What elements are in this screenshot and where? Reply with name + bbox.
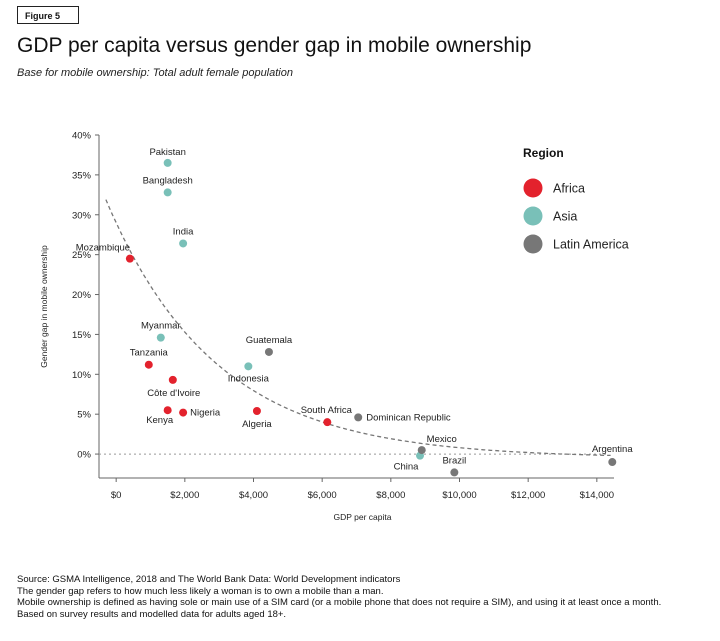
data-label: Dominican Republic — [366, 412, 451, 423]
data-point-latin-america — [450, 468, 459, 477]
y-tick-label: 0% — [77, 450, 91, 461]
data-label: Mozambique — [76, 243, 130, 254]
legend-swatch — [523, 206, 543, 226]
data-label: Brazil — [442, 455, 466, 466]
data-label: Pakistan — [149, 147, 185, 158]
legend-label: Latin America — [553, 238, 629, 252]
footnote-gap-definition: The gender gap refers to how much less l… — [17, 585, 384, 597]
figure-label: Figure 5 — [17, 6, 79, 24]
legend-swatch — [523, 234, 543, 254]
data-point-africa — [144, 360, 153, 369]
data-point-latin-america — [608, 458, 617, 467]
x-tick-label: $0 — [111, 490, 122, 501]
scatter-chart: 0% 5% 10% 15% 20% 25% 30% 35% 40% $0 $2,000 $4,000 $… — [39, 131, 633, 523]
data-label: Algeria — [242, 419, 272, 430]
x-tick-label: $2,000 — [170, 490, 199, 501]
data-label: Indonesia — [228, 373, 270, 384]
data-point-latin-america — [417, 446, 426, 455]
footnote-survey-basis: Based on survey results and modelled dat… — [17, 608, 287, 620]
trend-line — [105, 199, 611, 457]
legend-label: Asia — [553, 210, 577, 224]
x-axis-title: GDP per capita — [334, 512, 392, 522]
data-label: Myanmar — [141, 321, 181, 332]
data-point-latin-america — [264, 347, 273, 356]
data-label: Tanzania — [130, 348, 169, 359]
x-tick-label: $10,000 — [442, 490, 476, 501]
data-point-latin-america — [354, 413, 363, 422]
data-label: India — [173, 226, 194, 237]
y-axis-title: Gender gap in mobile ownership — [39, 245, 49, 368]
data-point-asia — [156, 333, 165, 342]
data-point-africa — [168, 375, 177, 384]
legend-title: Region — [523, 146, 564, 160]
data-label: South Africa — [301, 405, 353, 416]
data-label: Bangladesh — [143, 175, 193, 186]
data-point-asia — [163, 188, 172, 197]
y-tick-label: 25% — [72, 250, 92, 261]
y-tick-label: 5% — [77, 410, 91, 421]
legend-label: Africa — [553, 182, 585, 196]
data-point-africa — [125, 254, 134, 263]
chart-title: GDP per capita versus gender gap in mobi… — [17, 34, 532, 57]
y-tick-label: 40% — [72, 131, 92, 142]
x-tick-label: $8,000 — [376, 490, 405, 501]
data-point-asia — [244, 362, 253, 371]
y-tick-label: 35% — [72, 170, 92, 181]
y-tick-label: 30% — [72, 210, 92, 221]
x-tick-label: $14,000 — [580, 490, 614, 501]
legend-swatch — [523, 178, 543, 198]
x-tick-label: $4,000 — [239, 490, 268, 501]
data-label: Argentina — [592, 444, 633, 455]
x-tick-label: $12,000 — [511, 490, 545, 501]
data-point-africa — [179, 408, 188, 417]
x-tick-label: $6,000 — [308, 490, 337, 501]
chart-subtitle: Base for mobile ownership: Total adult f… — [17, 67, 293, 79]
y-tick-label: 15% — [72, 330, 92, 341]
data-point-asia — [179, 239, 188, 248]
data-point-africa — [323, 418, 332, 427]
data-label: Nigeria — [190, 408, 221, 419]
data-point-asia — [163, 158, 172, 167]
data-label: Kenya — [146, 415, 174, 426]
data-label: Côte d'Ivoire — [147, 388, 200, 399]
y-tick-label: 20% — [72, 290, 92, 301]
footnote-source: Source: GSMA Intelligence, 2018 and The … — [17, 574, 401, 585]
footnotes: Source: GSMA Intelligence, 2018 and The … — [17, 574, 707, 620]
y-tick-label: 10% — [72, 370, 92, 381]
data-label: Guatemala — [246, 335, 293, 346]
data-point-africa — [163, 406, 172, 415]
data-point-africa — [252, 406, 261, 415]
footnote-ownership-definition: Mobile ownership is defined as having so… — [17, 597, 662, 608]
data-label: China — [394, 462, 420, 473]
data-label: Mexico — [427, 434, 457, 445]
